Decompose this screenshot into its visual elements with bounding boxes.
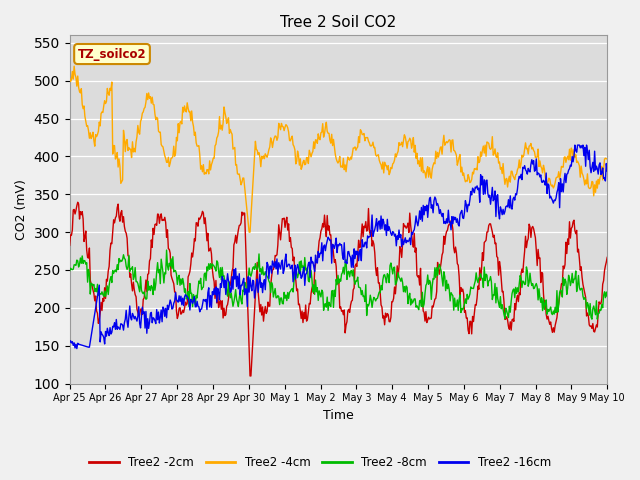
Legend: Tree2 -2cm, Tree2 -4cm, Tree2 -8cm, Tree2 -16cm: Tree2 -2cm, Tree2 -4cm, Tree2 -8cm, Tree… [84, 452, 556, 474]
Y-axis label: CO2 (mV): CO2 (mV) [15, 179, 28, 240]
Text: TZ_soilco2: TZ_soilco2 [77, 48, 147, 60]
X-axis label: Time: Time [323, 409, 354, 422]
Title: Tree 2 Soil CO2: Tree 2 Soil CO2 [280, 15, 397, 30]
